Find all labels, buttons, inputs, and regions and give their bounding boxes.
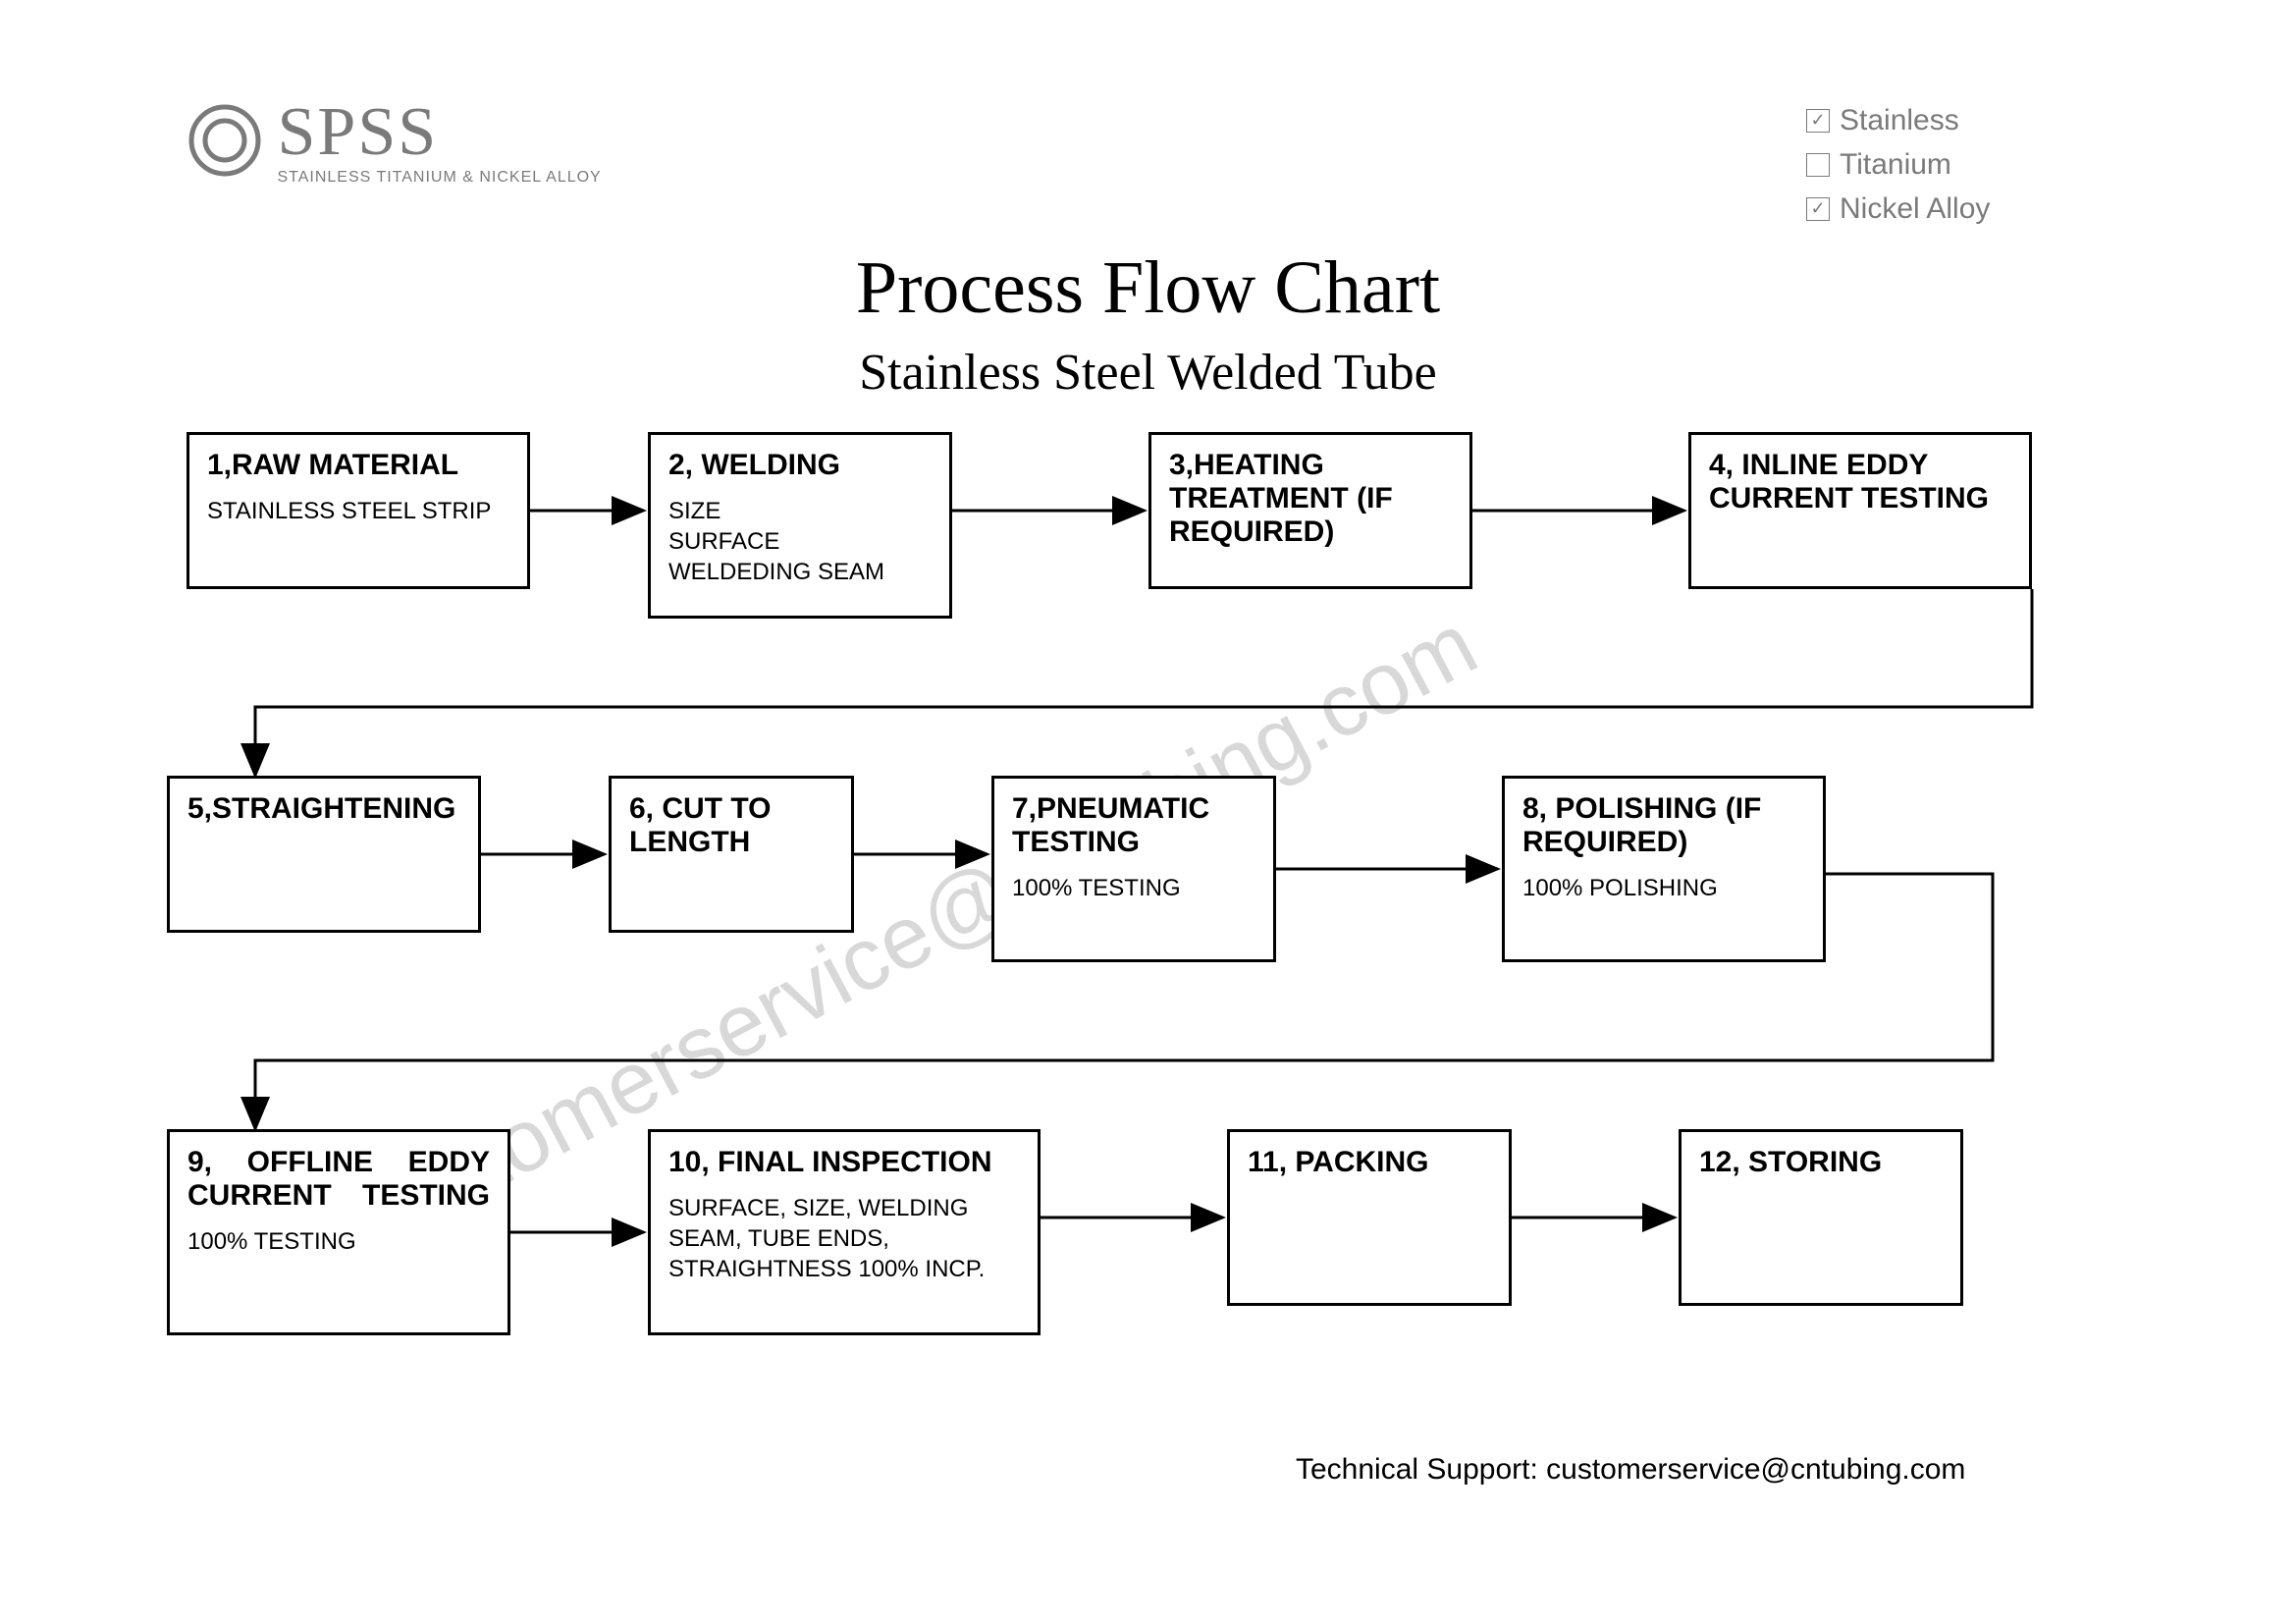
- checkbox-icon: ✓: [1806, 197, 1830, 221]
- node-body: SIZESURFACEWELDEDING SEAM: [668, 496, 932, 588]
- checkbox-icon: ✓: [1806, 109, 1830, 133]
- node-body: SURFACE, SIZE, WELDING SEAM, TUBE ENDS, …: [668, 1193, 1020, 1285]
- node-title: 8, POLISHING (IF REQUIRED): [1522, 792, 1805, 859]
- logo: SPSS STAINLESS TITANIUM & NICKEL ALLOY: [187, 98, 602, 187]
- checklist-label: Stainless: [1840, 98, 1959, 142]
- flowchart-stage: SPSS STAINLESS TITANIUM & NICKEL ALLOY ✓…: [0, 0, 2296, 1624]
- flow-node: 7,PNEUMATIC TESTING 100% TESTING: [991, 776, 1276, 962]
- node-title: 1,RAW MATERIAL: [207, 449, 509, 482]
- checkbox-icon: [1806, 153, 1830, 177]
- flow-node: 11, PACKING: [1227, 1129, 1512, 1306]
- page-title: Process Flow Chart: [0, 245, 2296, 331]
- flow-node: 4, INLINE EDDY CURRENT TESTING: [1688, 432, 2032, 589]
- checklist-item: ✓ Stainless: [1806, 98, 1990, 142]
- material-checklist: ✓ StainlessTitanium ✓ Nickel Alloy: [1806, 98, 1990, 231]
- node-title: 3,HEATING TREATMENT (IF REQUIRED): [1169, 449, 1452, 549]
- node-title: 4, INLINE EDDY CURRENT TESTING: [1709, 449, 2011, 515]
- checklist-label: Nickel Alloy: [1840, 187, 1990, 231]
- flow-node: 1,RAW MATERIAL STAINLESS STEEL STRIP: [187, 432, 530, 589]
- node-body: 100% POLISHING: [1522, 873, 1805, 903]
- flow-node: 6, CUT TO LENGTH: [609, 776, 854, 933]
- flow-node: 10, FINAL INSPECTION SURFACE, SIZE, WELDI…: [648, 1129, 1041, 1335]
- node-title: 11, PACKING: [1248, 1146, 1491, 1179]
- logo-sub-text: STAINLESS TITANIUM & NICKEL ALLOY: [277, 169, 601, 187]
- node-title: 2, WELDING: [668, 449, 932, 482]
- node-title: 7,PNEUMATIC TESTING: [1012, 792, 1255, 859]
- node-body: 100% TESTING: [187, 1226, 490, 1257]
- logo-main-text: SPSS: [277, 98, 601, 167]
- flow-node: 2, WELDING SIZESURFACEWELDEDING SEAM: [648, 432, 952, 619]
- node-body: STAINLESS STEEL STRIP: [207, 496, 509, 526]
- flow-node: 8, POLISHING (IF REQUIRED) 100% POLISHING: [1502, 776, 1826, 962]
- flow-node: 12, STORING: [1679, 1129, 1963, 1306]
- node-title: 6, CUT TO LENGTH: [629, 792, 833, 859]
- node-title: 5,STRAIGHTENING: [187, 792, 460, 826]
- checklist-item: Titanium: [1806, 142, 1990, 187]
- node-title: 10, FINAL INSPECTION: [668, 1146, 1020, 1179]
- checklist-label: Titanium: [1840, 142, 1951, 187]
- footer-contact: Technical Support: customerservice@cntub…: [1296, 1453, 1965, 1487]
- flow-node: 3,HEATING TREATMENT (IF REQUIRED): [1148, 432, 1472, 589]
- flow-node: 9, OFFLINE EDDY CURRENT TESTING 100% TEST…: [167, 1129, 510, 1335]
- node-title: 9, OFFLINE EDDY CURRENT TESTING: [187, 1146, 490, 1213]
- node-title: 12, STORING: [1699, 1146, 1943, 1179]
- checklist-item: ✓ Nickel Alloy: [1806, 187, 1990, 231]
- page-subtitle: Stainless Steel Welded Tube: [0, 344, 2296, 402]
- node-body: 100% TESTING: [1012, 873, 1255, 903]
- logo-ring-icon: [187, 102, 263, 184]
- flow-node: 5,STRAIGHTENING: [167, 776, 481, 933]
